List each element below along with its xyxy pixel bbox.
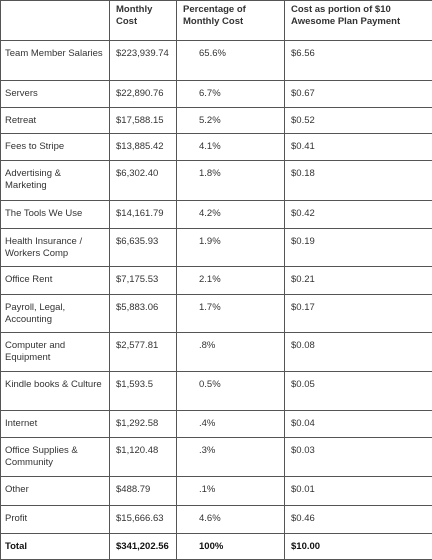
table-cell: Office Supplies & Community	[0, 437, 110, 477]
table-cell: $6,302.40	[109, 160, 177, 201]
table-row: The Tools We Use $14,161.79 4.2% $0.42	[0, 200, 432, 229]
table-cell: $10.00	[284, 533, 432, 560]
table-body: Team Member Salaries $223,939.74 65.6% $6.5…	[0, 40, 432, 560]
table-cell: $2,577.81	[109, 332, 177, 372]
table-cell: $341,202.56	[109, 533, 177, 560]
table-row: Health Insurance / Workers Comp $6,635.93…	[0, 228, 432, 267]
header-cell: Monthly Cost	[109, 0, 177, 41]
table-cell: $0.67	[284, 80, 432, 108]
table-cell: Team Member Salaries	[0, 40, 110, 81]
table-cell: $223,939.74	[109, 40, 177, 81]
table-cell: 1.8%	[176, 160, 285, 201]
table-row: Internet $1,292.58.4% $0.04	[0, 410, 432, 438]
table-cell: $1,593.5	[109, 371, 177, 411]
table-cell: $0.05	[284, 371, 432, 411]
table-row: Fees to Stripe $13,885.42 4.1% $0.41	[0, 133, 432, 161]
table-row: Computer and Equipment $2,577.81.8% $0.08	[0, 332, 432, 372]
table-cell: Profit	[0, 505, 110, 534]
header-cell	[0, 0, 110, 41]
table-cell: $488.79	[109, 476, 177, 506]
table-cell: $0.03	[284, 437, 432, 477]
table-cell: Advertising & Marketing	[0, 160, 110, 201]
table-row: Retreat $17,588.15 5.2% $0.52	[0, 107, 432, 134]
table-cell: .4%	[176, 410, 285, 438]
table-cell: $13,885.42	[109, 133, 177, 161]
table-cell: Servers	[0, 80, 110, 108]
table-cell: Computer and Equipment	[0, 332, 110, 372]
table-cell: 65.6%	[176, 40, 285, 81]
table-row: Servers $22,890.76 6.7% $0.67	[0, 80, 432, 108]
header-cell: Cost as portion of $10 Awesome Plan Paym…	[284, 0, 432, 41]
table-cell: .3%	[176, 437, 285, 477]
table-cell: $0.41	[284, 133, 432, 161]
table-cell: $14,161.79	[109, 200, 177, 229]
table-cell: $0.04	[284, 410, 432, 438]
table-cell: $5,883.06	[109, 294, 177, 333]
table-cell: $0.17	[284, 294, 432, 333]
table-cell: $0.01	[284, 476, 432, 506]
table-cell: Office Rent	[0, 266, 110, 295]
table-row: Payroll, Legal, Accounting $5,883.06 1.7% $…	[0, 294, 432, 333]
table-cell: $0.52	[284, 107, 432, 134]
table-cell: Health Insurance / Workers Comp	[0, 228, 110, 267]
table-cell: 5.2%	[176, 107, 285, 134]
table-cell: $1,292.58	[109, 410, 177, 438]
table-cell: 4.6%	[176, 505, 285, 534]
table-row: Profit $15,666.63 4.6% $0.46	[0, 505, 432, 534]
table-cell: 4.2%	[176, 200, 285, 229]
table-row: Other $488.79.1% $0.01	[0, 476, 432, 506]
table-cell: $1,120.48	[109, 437, 177, 477]
table-cell: $17,588.15	[109, 107, 177, 134]
table-cell: Retreat	[0, 107, 110, 134]
table-cell: Total	[0, 533, 110, 560]
table-cell: $0.46	[284, 505, 432, 534]
table-cell: 2.1%	[176, 266, 285, 295]
table-cell: $6.56	[284, 40, 432, 81]
table-cell: Fees to Stripe	[0, 133, 110, 161]
table-cell: $0.42	[284, 200, 432, 229]
table-row: Kindle books & Culture $1,593.5 0.5% $0.05	[0, 371, 432, 411]
table-cell: $0.08	[284, 332, 432, 372]
table-cell: $22,890.76	[109, 80, 177, 108]
table-cell: $6,635.93	[109, 228, 177, 267]
total-row: Total $341,202.56 100% $10.00	[0, 533, 432, 560]
table-cell: Other	[0, 476, 110, 506]
table-cell: .8%	[176, 332, 285, 372]
table-cell: 0.5%	[176, 371, 285, 411]
table-cell: Payroll, Legal, Accounting	[0, 294, 110, 333]
table-row: Advertising & Marketing $6,302.40 1.8% $0.1…	[0, 160, 432, 201]
table-cell: 4.1%	[176, 133, 285, 161]
table-cell: Kindle books & Culture	[0, 371, 110, 411]
table-cell: 100%	[176, 533, 285, 560]
table-cell: .1%	[176, 476, 285, 506]
table-cell: 1.7%	[176, 294, 285, 333]
table-row: Office Supplies & Community $1,120.48.3% $…	[0, 437, 432, 477]
table-row: Team Member Salaries $223,939.74 65.6% $6.5…	[0, 40, 432, 81]
table-cell: Internet	[0, 410, 110, 438]
header-cell: Percentage of Monthly Cost	[176, 0, 285, 41]
table-cell: The Tools We Use	[0, 200, 110, 229]
table-cell: 1.9%	[176, 228, 285, 267]
header-row: Monthly Cost Percentage of Monthly Cost …	[0, 0, 432, 41]
table-row: Office Rent $7,175.53 2.1% $0.21	[0, 266, 432, 295]
table-cell: $0.18	[284, 160, 432, 201]
table-cell: $0.21	[284, 266, 432, 295]
table-cell: $7,175.53	[109, 266, 177, 295]
table-cell: $15,666.63	[109, 505, 177, 534]
table-cell: $0.19	[284, 228, 432, 267]
table-cell: 6.7%	[176, 80, 285, 108]
